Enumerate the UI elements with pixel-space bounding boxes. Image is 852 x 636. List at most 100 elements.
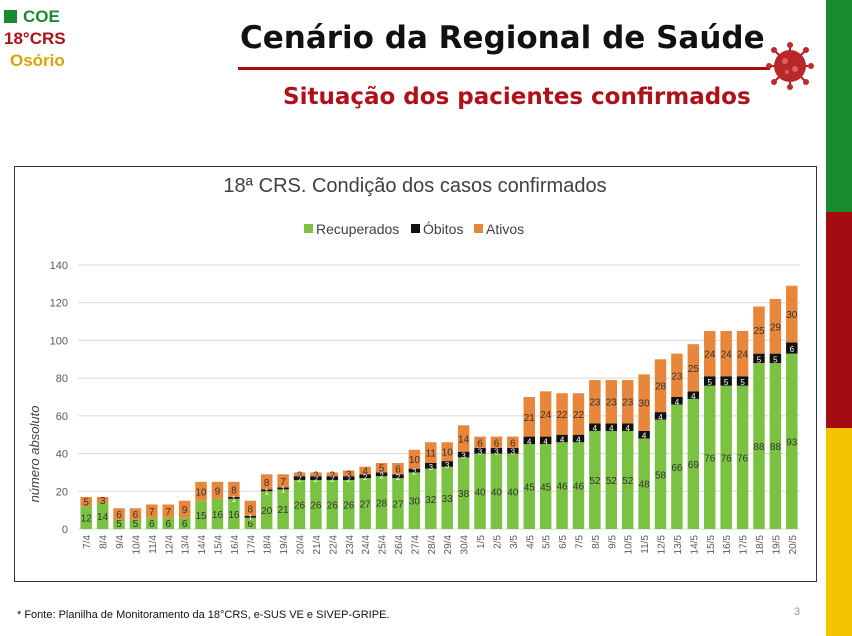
- bar-ativos-21/4: [310, 472, 322, 477]
- bar-ativos-27/4: [408, 449, 421, 469]
- bar-óbitos-18/5: [753, 353, 765, 364]
- bar-recuperados-17/4: [244, 517, 257, 529]
- bar-óbitos-25/4: [375, 472, 388, 477]
- bar-ativos-25/4: [375, 463, 388, 473]
- x-tick-label: 20/4: [296, 535, 307, 555]
- bar-recuperados-7/4: [80, 506, 92, 529]
- bar-recuperados-3/5: [507, 453, 519, 529]
- data-label-ativos: 8: [248, 504, 254, 515]
- data-label-ativos: 25: [753, 326, 765, 337]
- bar-ativos-16/5: [720, 331, 732, 377]
- x-tick-label: 8/4: [99, 535, 110, 549]
- data-label-recuperados: 26: [310, 500, 322, 511]
- data-label-ativos: 14: [458, 434, 470, 445]
- data-label-recuperados: 45: [524, 483, 536, 494]
- data-label-ativos: 10: [196, 487, 208, 498]
- x-tick-label: 18/4: [263, 535, 274, 555]
- bar-ativos-10/5: [621, 380, 634, 424]
- data-label-recuperados: 6: [248, 519, 254, 530]
- data-label-recuperados: 6: [165, 519, 171, 530]
- data-label-ativos: 24: [721, 350, 733, 361]
- bar-óbitos-20/4: [293, 476, 306, 480]
- data-label-recuperados: 21: [278, 505, 290, 516]
- bar-ativos-11/5: [638, 374, 650, 431]
- x-tick-label: 27/4: [410, 535, 421, 555]
- x-tick-label: 11/5: [640, 535, 651, 554]
- data-label-recuperados: 5: [133, 519, 139, 530]
- bar-óbitos-24/4: [359, 474, 371, 479]
- data-label-óbitos: 5: [757, 355, 762, 364]
- data-label-recuperados: 14: [97, 512, 109, 523]
- data-label-recuperados: 32: [425, 495, 437, 506]
- data-label-recuperados: 58: [655, 470, 667, 481]
- data-label-recuperados: 76: [737, 453, 749, 464]
- x-tick-label: 17/5: [739, 535, 750, 555]
- data-label-recuperados: 69: [688, 460, 700, 471]
- bar-recuperados-13/5: [671, 404, 683, 529]
- data-label-recuperados: 33: [442, 494, 454, 505]
- data-label-óbitos: 1: [281, 485, 286, 494]
- data-label-recuperados: 28: [376, 499, 388, 510]
- data-label-óbitos: 1: [264, 487, 269, 496]
- data-label-ativos: 6: [133, 510, 139, 521]
- data-label-recuperados: 40: [491, 487, 503, 498]
- data-label-ativos: 24: [704, 350, 716, 361]
- bar-recuperados-6/5: [556, 442, 568, 529]
- data-label-recuperados: 52: [606, 476, 618, 487]
- data-label-ativos: 2: [313, 470, 319, 481]
- bar-recuperados-17/5: [736, 385, 749, 529]
- bar-recuperados-22/4: [326, 479, 339, 529]
- data-label-óbitos: 4: [560, 435, 565, 444]
- data-label-ativos: 6: [477, 438, 483, 449]
- data-label-ativos: 2: [297, 470, 303, 481]
- data-label-ativos: 4: [362, 467, 368, 478]
- bar-recuperados-8/4: [96, 502, 109, 529]
- bar-óbitos-1/5: [474, 447, 486, 454]
- bar-recuperados-9/5: [605, 430, 618, 529]
- x-tick-label: 26/4: [394, 535, 405, 555]
- bar-ativos-1/5: [474, 436, 486, 448]
- x-tick-label: 17/4: [246, 535, 257, 555]
- data-label-óbitos: 6: [790, 345, 795, 354]
- bar-óbitos-13/5: [671, 397, 683, 405]
- chart-legend: Recuperados Óbitos Ativos: [304, 221, 524, 237]
- data-label-recuperados: 20: [261, 506, 273, 517]
- bar-ativos-4/5: [523, 397, 535, 437]
- bar-óbitos-29/4: [441, 461, 453, 467]
- y-tick-label: 20: [56, 486, 68, 498]
- bar-óbitos-23/4: [343, 476, 355, 480]
- bar-ativos-19/4: [277, 474, 289, 488]
- bar-óbitos-21/4: [310, 476, 322, 480]
- bar-ativos-22/4: [326, 472, 339, 477]
- data-label-recuperados: 6: [182, 519, 188, 530]
- bar-ativos-18/5: [753, 306, 765, 354]
- data-label-ativos: 29: [770, 322, 782, 333]
- data-label-ativos: 5: [83, 498, 89, 509]
- data-label-ativos: 6: [116, 510, 122, 521]
- bar-ativos-20/5: [786, 285, 798, 343]
- stacked-bar-chart: 18ª CRS. Condição dos casos confirmados …: [15, 167, 816, 581]
- data-label-recuperados: 88: [770, 442, 782, 453]
- x-tick-label: 28/4: [427, 535, 438, 555]
- data-label-óbitos: 2: [363, 473, 368, 482]
- bar-óbitos-22/4: [326, 476, 339, 480]
- bar-ativos-29/4: [441, 442, 453, 462]
- bar-óbitos-18/4: [260, 489, 273, 492]
- x-tick-label: 10/5: [624, 535, 635, 555]
- data-label-ativos: 30: [639, 399, 651, 410]
- bar-recuperados-16/5: [720, 385, 732, 529]
- x-tick-label: 29/4: [443, 535, 454, 555]
- bar-óbitos-7/5: [572, 434, 585, 443]
- data-label-recuperados: 40: [474, 487, 486, 498]
- bar-ativos-14/5: [687, 344, 700, 392]
- coe-logo: COE 18°CRS Osório: [4, 6, 66, 72]
- data-label-ativos: 24: [540, 410, 552, 421]
- data-label-recuperados: 26: [327, 500, 339, 511]
- chart-panel: 18ª CRS. Condição dos casos confirmados …: [14, 166, 817, 582]
- x-tick-label: 12/5: [657, 535, 668, 555]
- bar-óbitos-19/5: [769, 353, 782, 364]
- data-label-óbitos: 2: [297, 475, 302, 484]
- x-tick-label: 2/5: [492, 535, 503, 549]
- yellow-stripe: [826, 428, 852, 636]
- data-label-óbitos: 4: [593, 424, 598, 433]
